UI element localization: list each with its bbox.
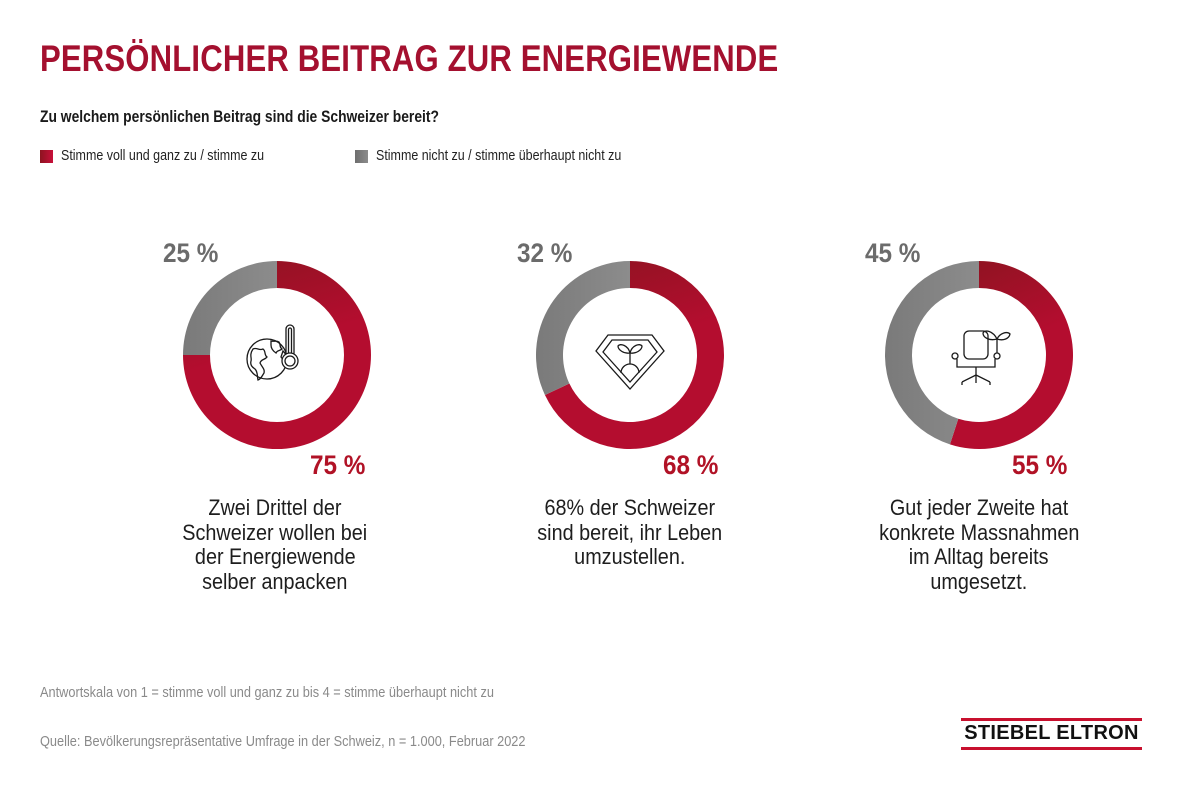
donut-chart-3	[885, 261, 1074, 449]
caption-line: der Energiewende	[194, 544, 356, 569]
donut-1-disagree-segment	[183, 261, 277, 355]
legend-item-disagree: Stimme nicht zu / stimme überhaupt nicht…	[355, 148, 661, 164]
caption-line: im Alltag bereits	[909, 544, 1049, 569]
logo-text: STIEBEL ELTRON	[964, 722, 1139, 744]
donut-1-agree-label: 75 %	[310, 450, 366, 480]
source-footnote: Quelle: Bevölkerungsrepräsentative Umfra…	[40, 734, 526, 750]
caption-line: Zwei Drittel der	[208, 495, 342, 520]
page-title: PERSÖNLICHER BEITRAG ZUR ENERGIEWENDE	[40, 38, 779, 79]
donut-3-agree-segment	[949, 261, 1074, 449]
caption-line: 68% der Schweizer	[544, 495, 716, 520]
donut-3-disagree-label: 45 %	[865, 238, 921, 268]
donut-3-caption: Gut jeder Zweite hat konkrete Massnahmen…	[829, 495, 1129, 594]
donut-2-disagree-segment	[536, 261, 630, 396]
globe-thermometer-icon	[246, 324, 299, 381]
legend-swatch-agree	[40, 149, 53, 163]
donut-1-disagree-label: 25 %	[163, 238, 219, 268]
donut-3-disagree-segment	[885, 261, 979, 445]
caption-line: umzustellen.	[574, 544, 686, 569]
logo-line-top	[961, 718, 1142, 721]
scale-footnote: Antwortskala von 1 = stimme voll und gan…	[40, 685, 494, 701]
donut-2-disagree-label: 32 %	[517, 238, 573, 268]
caption-line: selber anpacken	[202, 568, 348, 594]
donut-chart-2	[536, 261, 724, 449]
legend-item-agree: Stimme voll und ganz zu / stimme zu	[40, 148, 297, 164]
caption-line: Gut jeder Zweite hat	[889, 495, 1069, 520]
diamond-sprout-icon	[595, 334, 665, 390]
logo-line-bottom	[961, 747, 1142, 750]
caption-line: Schweizer wollen bei	[182, 519, 368, 545]
caption-line: umgesetzt.	[930, 568, 1028, 594]
caption-line: konkrete Massnahmen	[878, 519, 1080, 545]
caption-line: sind bereit, ihr Leben	[537, 519, 723, 545]
donut-3-agree-label: 55 %	[1012, 450, 1068, 480]
office-chair-plant-icon	[951, 330, 1011, 385]
donut-2-caption: 68% der Schweizer sind bereit, ihr Leben…	[480, 495, 780, 570]
legend-label-disagree: Stimme nicht zu / stimme überhaupt nicht…	[376, 148, 622, 164]
chart-subtitle: Zu welchem persönlichen Beitrag sind die…	[40, 108, 439, 126]
donut-chart-1	[183, 261, 371, 449]
donut-2-agree-label: 68 %	[663, 450, 719, 480]
legend-swatch-disagree	[355, 149, 368, 163]
donut-1-caption: Zwei Drittel der Schweizer wollen bei de…	[125, 495, 425, 594]
stiebel-eltron-logo: STIEBEL ELTRON	[961, 718, 1142, 750]
legend-label-agree: Stimme voll und ganz zu / stimme zu	[61, 148, 265, 164]
donut-2-agree-segment	[544, 261, 724, 449]
